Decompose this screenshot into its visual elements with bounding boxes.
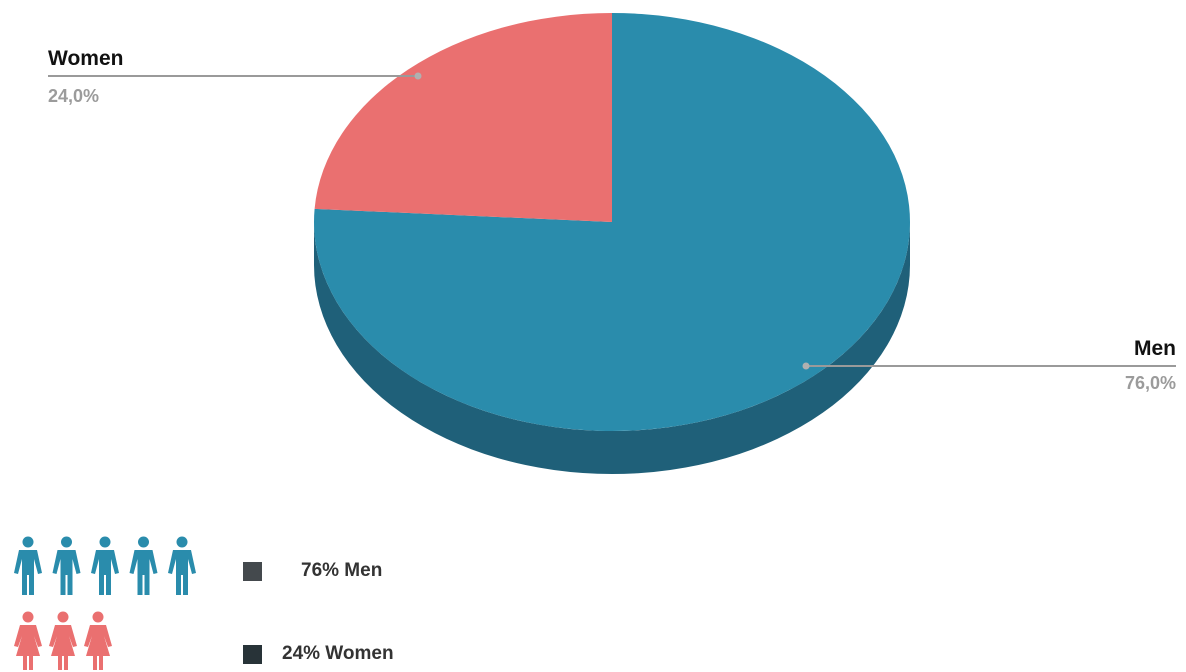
women-slice-label: Women [48,47,124,70]
people-icons [14,536,196,670]
legend-item-women: 24% Women [243,643,394,665]
callout-layer [48,72,1176,370]
man-icon [52,536,81,595]
legend-label-women: 24% Women [282,643,394,664]
men-slice-label: Men [1134,337,1176,360]
women-leader-dot [414,72,422,80]
men-leader-dot [802,362,810,370]
woman-icon [14,611,42,670]
legend-swatch-men [243,561,262,581]
women-slice-value: 24,0% [48,86,100,106]
legend-item-men: 76% Men [243,560,382,582]
man-icon [129,536,158,595]
men-slice-value: 76,0% [1124,373,1176,393]
legend-swatch-women [243,644,262,664]
pie-slice-women [314,13,612,222]
man-icon [91,536,119,595]
man-icon [14,536,42,595]
woman-icon [49,611,77,670]
woman-icon [84,611,112,670]
man-icon [168,536,196,595]
legend-label-men: 76% Men [301,560,383,581]
pie-layer [313,13,910,474]
pie-side-men [314,222,910,474]
